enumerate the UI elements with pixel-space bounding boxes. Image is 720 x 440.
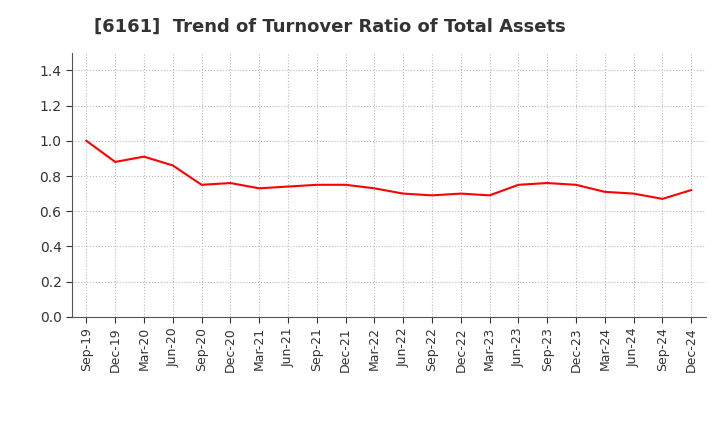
Text: [6161]  Trend of Turnover Ratio of Total Assets: [6161] Trend of Turnover Ratio of Total …	[94, 18, 565, 36]
